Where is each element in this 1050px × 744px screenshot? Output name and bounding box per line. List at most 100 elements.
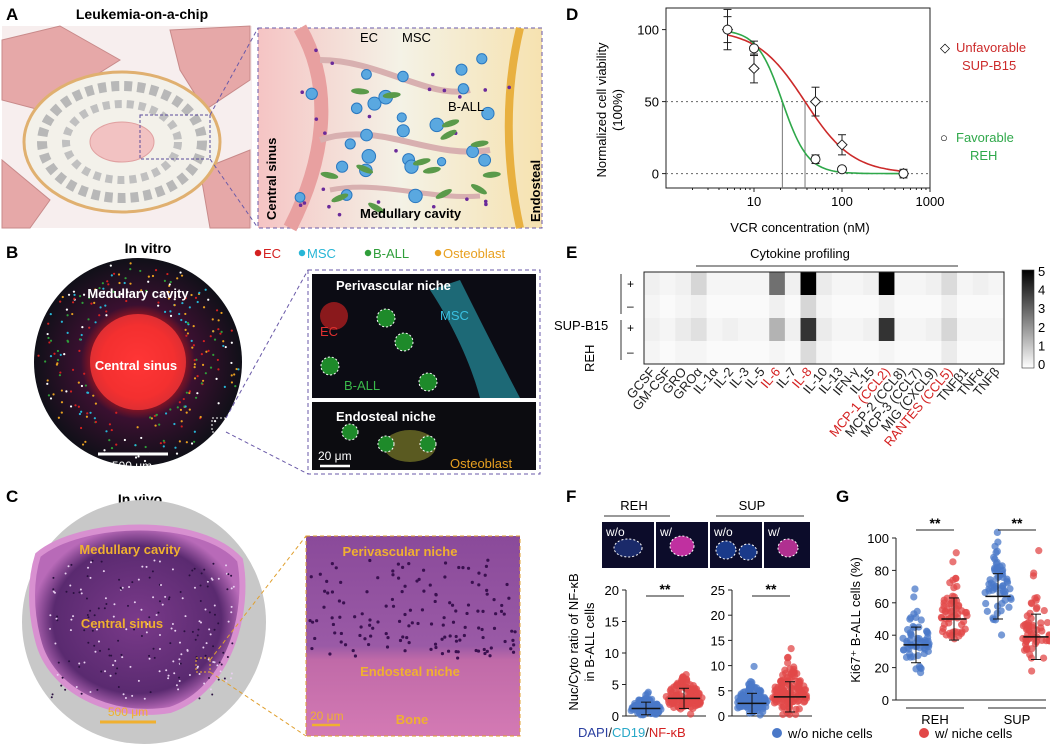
marrow-speck [213, 604, 216, 607]
heatmap-cell [831, 341, 848, 365]
marrow-speck [49, 627, 52, 630]
marrow-speck [195, 658, 198, 661]
speckle [85, 415, 89, 418]
illustrated-b-all-cell [396, 112, 407, 123]
speckle [72, 290, 76, 293]
data-point [1006, 594, 1015, 602]
speckle [193, 365, 196, 369]
marrow-texture [49, 559, 235, 700]
marrow-speck [108, 654, 111, 657]
speckle [173, 422, 176, 426]
speckle [73, 293, 76, 296]
heatmap-cell [988, 318, 1005, 342]
speckle [79, 426, 83, 430]
y-tick-label: 80 [875, 563, 889, 578]
heatmap-cell [816, 341, 833, 365]
illustrated-b-all-cell [294, 191, 306, 203]
speckle [157, 304, 160, 307]
speckle [89, 411, 92, 414]
marrow-speck [216, 664, 219, 667]
speckle [83, 372, 86, 375]
marrow-speck [89, 690, 92, 693]
speckle [59, 353, 62, 357]
histology-nucleus [485, 588, 489, 592]
data-point [991, 555, 999, 563]
heatmap-cell [831, 318, 848, 342]
bone-marrow-section-image [29, 524, 246, 715]
illustrated-particle [323, 131, 327, 135]
marrow-speck [140, 634, 143, 637]
b-all-cell [341, 423, 359, 441]
heatmap-cell [972, 272, 989, 296]
marrow-speck [177, 688, 180, 691]
histology-nucleus [470, 580, 474, 584]
speckle [216, 358, 219, 362]
illustrated-particle [458, 95, 462, 99]
legend-label-without: w/o niche cells [787, 726, 873, 741]
speckle [126, 291, 129, 294]
b-all-cell [376, 308, 396, 328]
histology-nucleus [330, 562, 334, 566]
heatmap-cell [847, 295, 864, 319]
histology-nucleus [434, 592, 438, 597]
heatmap-cell [925, 295, 942, 319]
panel-letter-f: F [566, 487, 576, 506]
heatmap-cell [816, 295, 833, 319]
b-all-cell [320, 356, 340, 376]
heatmap-frame [643, 271, 1005, 365]
histology-nucleus [407, 640, 411, 645]
data-point [810, 154, 821, 165]
illustrated-particle [483, 88, 488, 92]
histology-nucleus [489, 646, 493, 650]
speckle [82, 293, 86, 296]
speckle [143, 459, 147, 463]
histology-nucleus [433, 599, 437, 604]
histology-nucleus [407, 562, 411, 566]
marrow-speck [68, 660, 71, 663]
histology-nucleus [391, 573, 395, 577]
heatmap-cell [878, 318, 895, 342]
heatmap-cell [972, 341, 989, 365]
illustrated-cells [294, 48, 512, 217]
marrow-speck [72, 615, 75, 618]
histology-nucleus [410, 621, 414, 625]
data-point [938, 627, 947, 636]
colorbar-label: 2 [1038, 320, 1045, 335]
data-point [684, 696, 692, 704]
marrow-speck [217, 577, 220, 580]
data-point [982, 599, 990, 608]
histology-nucleus [465, 611, 469, 616]
heatmap-cell [957, 318, 974, 342]
histology-zoom-image [305, 535, 521, 737]
b-all-cells-endosteal [341, 423, 437, 453]
speckle [109, 264, 112, 267]
heatmap-cell [722, 341, 739, 365]
speckle [55, 363, 59, 366]
speckle [105, 310, 108, 313]
g-ylabel: Ki67⁺ B-ALL cells (%) [848, 557, 863, 683]
marrow-speck [184, 615, 187, 618]
heatmap-cell [878, 295, 895, 319]
fluorescence-speckles [37, 262, 240, 463]
scale-label-c: 500 μm [108, 705, 148, 719]
speckle [154, 424, 157, 427]
data-point [953, 628, 961, 636]
speckle [212, 353, 215, 356]
y-tick-label: 0 [612, 709, 619, 724]
histology-nucleus [358, 633, 362, 638]
histology-nucleus [339, 640, 343, 644]
marrow-speck [133, 628, 136, 631]
histology-nucleus [359, 625, 363, 629]
label-b-all: B-ALL [448, 99, 484, 114]
speckle [86, 391, 90, 394]
f-ylabel-2: in B-ALL cells [582, 602, 597, 681]
d-ylabel-1: Normalized cell viability [594, 42, 609, 178]
data-point [772, 686, 780, 694]
data-point [985, 587, 993, 595]
heatmap-cell [894, 295, 911, 319]
histology-nucleus [353, 654, 358, 658]
d-legend-marker-2: ○ [940, 130, 948, 145]
histology-nucleus [446, 649, 451, 653]
heatmap-cell [910, 295, 927, 319]
speckle [94, 288, 97, 291]
